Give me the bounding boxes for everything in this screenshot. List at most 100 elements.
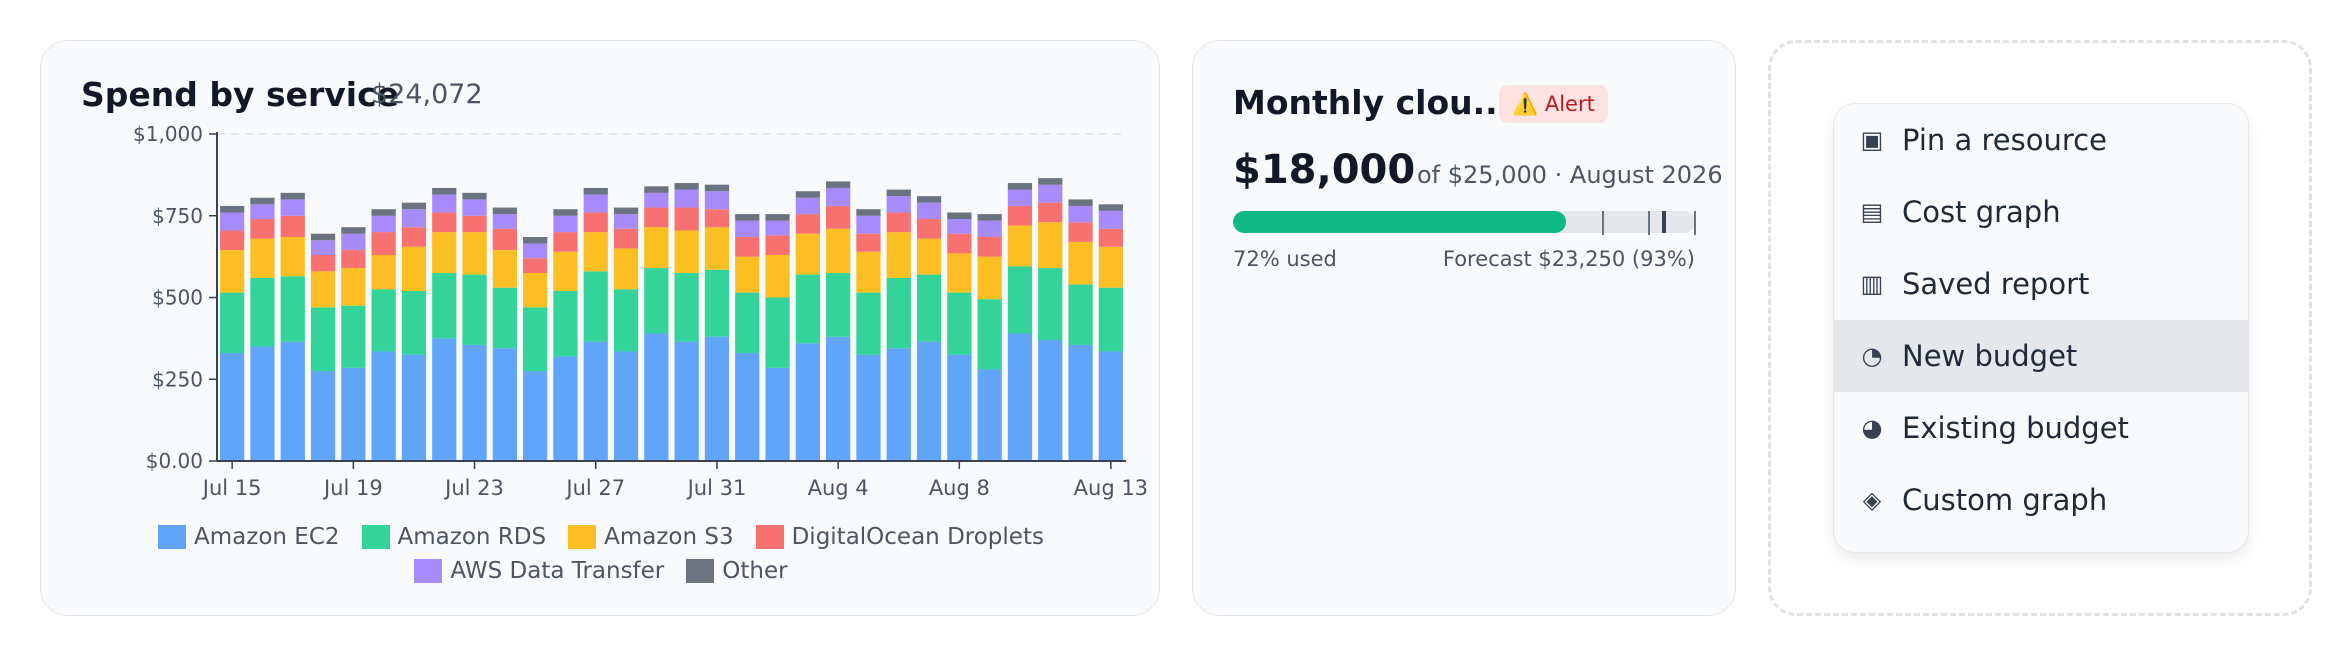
bar-segment-amazon-s3 xyxy=(1038,222,1063,269)
budget-icon: ◔ xyxy=(1861,342,1883,370)
bar-segment-amazon-s3 xyxy=(735,256,760,293)
legend-item: Other xyxy=(686,558,788,584)
bar-segment-other xyxy=(856,209,881,216)
budget-of-text: of $25,000 · August 2026 xyxy=(1417,161,1723,189)
bar-segment-amazon-rds xyxy=(280,276,305,342)
bar-segment-amazon-rds xyxy=(310,307,336,372)
bar-segment-amazon-s3 xyxy=(947,253,972,293)
bar-segment-other xyxy=(644,186,669,193)
bar-segment-other xyxy=(250,197,275,205)
menu-item-label: Cost graph xyxy=(1902,195,2061,229)
bar-segment-other xyxy=(462,192,487,200)
bar-segment-amazon-rds xyxy=(613,289,639,352)
bar-segment-amazon-ec2 xyxy=(432,338,457,461)
bar-segment-amazon-rds xyxy=(1007,266,1033,334)
bar-segment-digitalocean-droplets xyxy=(977,237,1002,257)
bar-segment-other xyxy=(371,209,396,216)
bar-segment-amazon-ec2 xyxy=(401,354,427,461)
x-tick-label: Jul 23 xyxy=(443,476,504,500)
bar-segment-amazon-ec2 xyxy=(220,353,245,461)
bar-segment-amazon-s3 xyxy=(553,251,578,291)
bar-segment-amazon-s3 xyxy=(1007,225,1033,267)
menu-item-saved-report[interactable]: ▥ Saved report xyxy=(1834,248,2248,320)
legend-swatch xyxy=(755,525,784,549)
legend-item: Amazon S3 xyxy=(568,524,734,550)
menu-item-new-budget[interactable]: ◔ New budget xyxy=(1834,320,2248,392)
bar-segment-other xyxy=(1098,204,1123,211)
bar-segment-digitalocean-droplets xyxy=(462,215,487,233)
budget-existing-icon: ◕ xyxy=(1861,414,1883,442)
bar-segment-amazon-rds xyxy=(795,274,820,344)
bar-segment-other xyxy=(523,237,548,244)
bar-segment-amazon-ec2 xyxy=(795,343,820,461)
menu-item-existing-budget[interactable]: ◕ Existing budget xyxy=(1834,392,2248,464)
bar-segment-aws-data-transfer xyxy=(674,189,699,208)
bar-segment-amazon-s3 xyxy=(916,238,942,275)
bar-segment-other xyxy=(704,184,730,192)
budget-used-label: 72% used xyxy=(1233,247,1337,271)
legend-label: Amazon EC2 xyxy=(194,524,340,550)
bar-segment-aws-data-transfer xyxy=(735,220,760,238)
bar-segment-aws-data-transfer xyxy=(310,240,336,255)
bar-segment-amazon-s3 xyxy=(310,271,336,308)
bar-segment-aws-data-transfer xyxy=(583,194,608,213)
monthly-budget-card: Monthly clou... ⚠️ Alert $18,000 of $25,… xyxy=(1192,40,1736,616)
bar-segment-amazon-s3 xyxy=(401,246,427,291)
bar-segment-aws-data-transfer xyxy=(371,215,396,233)
x-tick-label: Jul 19 xyxy=(322,476,383,500)
bar-segment-amazon-s3 xyxy=(674,230,699,273)
bar-segment-other xyxy=(916,196,942,203)
menu-item-label: Custom graph xyxy=(1902,483,2108,517)
menu-item-custom-graph[interactable]: ◈ Custom graph xyxy=(1834,464,2248,536)
legend-label: Amazon S3 xyxy=(604,524,734,550)
bar-segment-other xyxy=(432,187,457,195)
bar-segment-amazon-s3 xyxy=(220,250,245,293)
bar-segment-digitalocean-droplets xyxy=(341,250,366,269)
bar-segment-amazon-s3 xyxy=(1098,246,1123,288)
bar-segment-aws-data-transfer xyxy=(280,199,305,216)
bar-segment-amazon-rds xyxy=(492,287,517,349)
bar-segment-digitalocean-droplets xyxy=(947,233,972,254)
bar-segment-aws-data-transfer xyxy=(401,209,427,228)
bar-segment-aws-data-transfer xyxy=(704,191,730,210)
bar-segment-amazon-ec2 xyxy=(371,351,396,461)
menu-item-cost-graph[interactable]: ▤ Cost graph xyxy=(1834,176,2248,248)
bar-segment-aws-data-transfer xyxy=(1007,189,1033,206)
bar-segment-amazon-ec2 xyxy=(613,351,639,461)
bar-segment-aws-data-transfer xyxy=(432,194,457,213)
bar-segment-amazon-ec2 xyxy=(462,344,487,461)
legend-item: DigitalOcean Droplets xyxy=(755,524,1044,550)
menu-item-label: New budget xyxy=(1902,339,2078,373)
bar-segment-amazon-ec2 xyxy=(916,341,942,461)
legend-swatch xyxy=(568,525,597,549)
bar-segment-other xyxy=(1038,178,1063,185)
forecast-marker xyxy=(1661,211,1666,233)
bar-segment-digitalocean-droplets xyxy=(553,232,578,252)
bar-segment-aws-data-transfer xyxy=(826,187,851,206)
bar-segment-aws-data-transfer xyxy=(1068,205,1093,223)
bar-segment-amazon-rds xyxy=(735,292,760,354)
bar-segment-amazon-s3 xyxy=(492,250,517,288)
bar-segment-aws-data-transfer xyxy=(886,196,911,213)
bar-segment-aws-data-transfer xyxy=(341,233,366,251)
bar-segment-aws-data-transfer xyxy=(553,215,578,233)
bar-segment-amazon-ec2 xyxy=(523,371,548,461)
bar-segment-amazon-rds xyxy=(523,307,548,372)
menu-item-pin-resource[interactable]: ▣ Pin a resource xyxy=(1834,104,2248,176)
bar-segment-other xyxy=(735,214,760,221)
bar-segment-aws-data-transfer xyxy=(1098,210,1123,229)
bar-segment-other xyxy=(492,207,517,215)
alert-badge: ⚠️ Alert xyxy=(1499,85,1608,123)
add-widget-placeholder: ▣ Pin a resource ▤ Cost graph ▥ Saved re… xyxy=(1768,40,2312,616)
legend-label: AWS Data Transfer xyxy=(450,558,665,584)
legend-label: Amazon RDS xyxy=(397,524,547,550)
bar-segment-amazon-s3 xyxy=(826,228,851,273)
bar-segment-other xyxy=(341,227,366,234)
bar-segment-digitalocean-droplets xyxy=(1038,202,1063,223)
bar-segment-other xyxy=(795,191,820,198)
bar-segment-amazon-s3 xyxy=(977,256,1002,300)
bar-segment-amazon-s3 xyxy=(371,254,396,290)
spend-total: $24,072 xyxy=(371,79,483,110)
legend-swatch xyxy=(414,559,443,583)
graph-icon: ▤ xyxy=(1860,198,1884,226)
